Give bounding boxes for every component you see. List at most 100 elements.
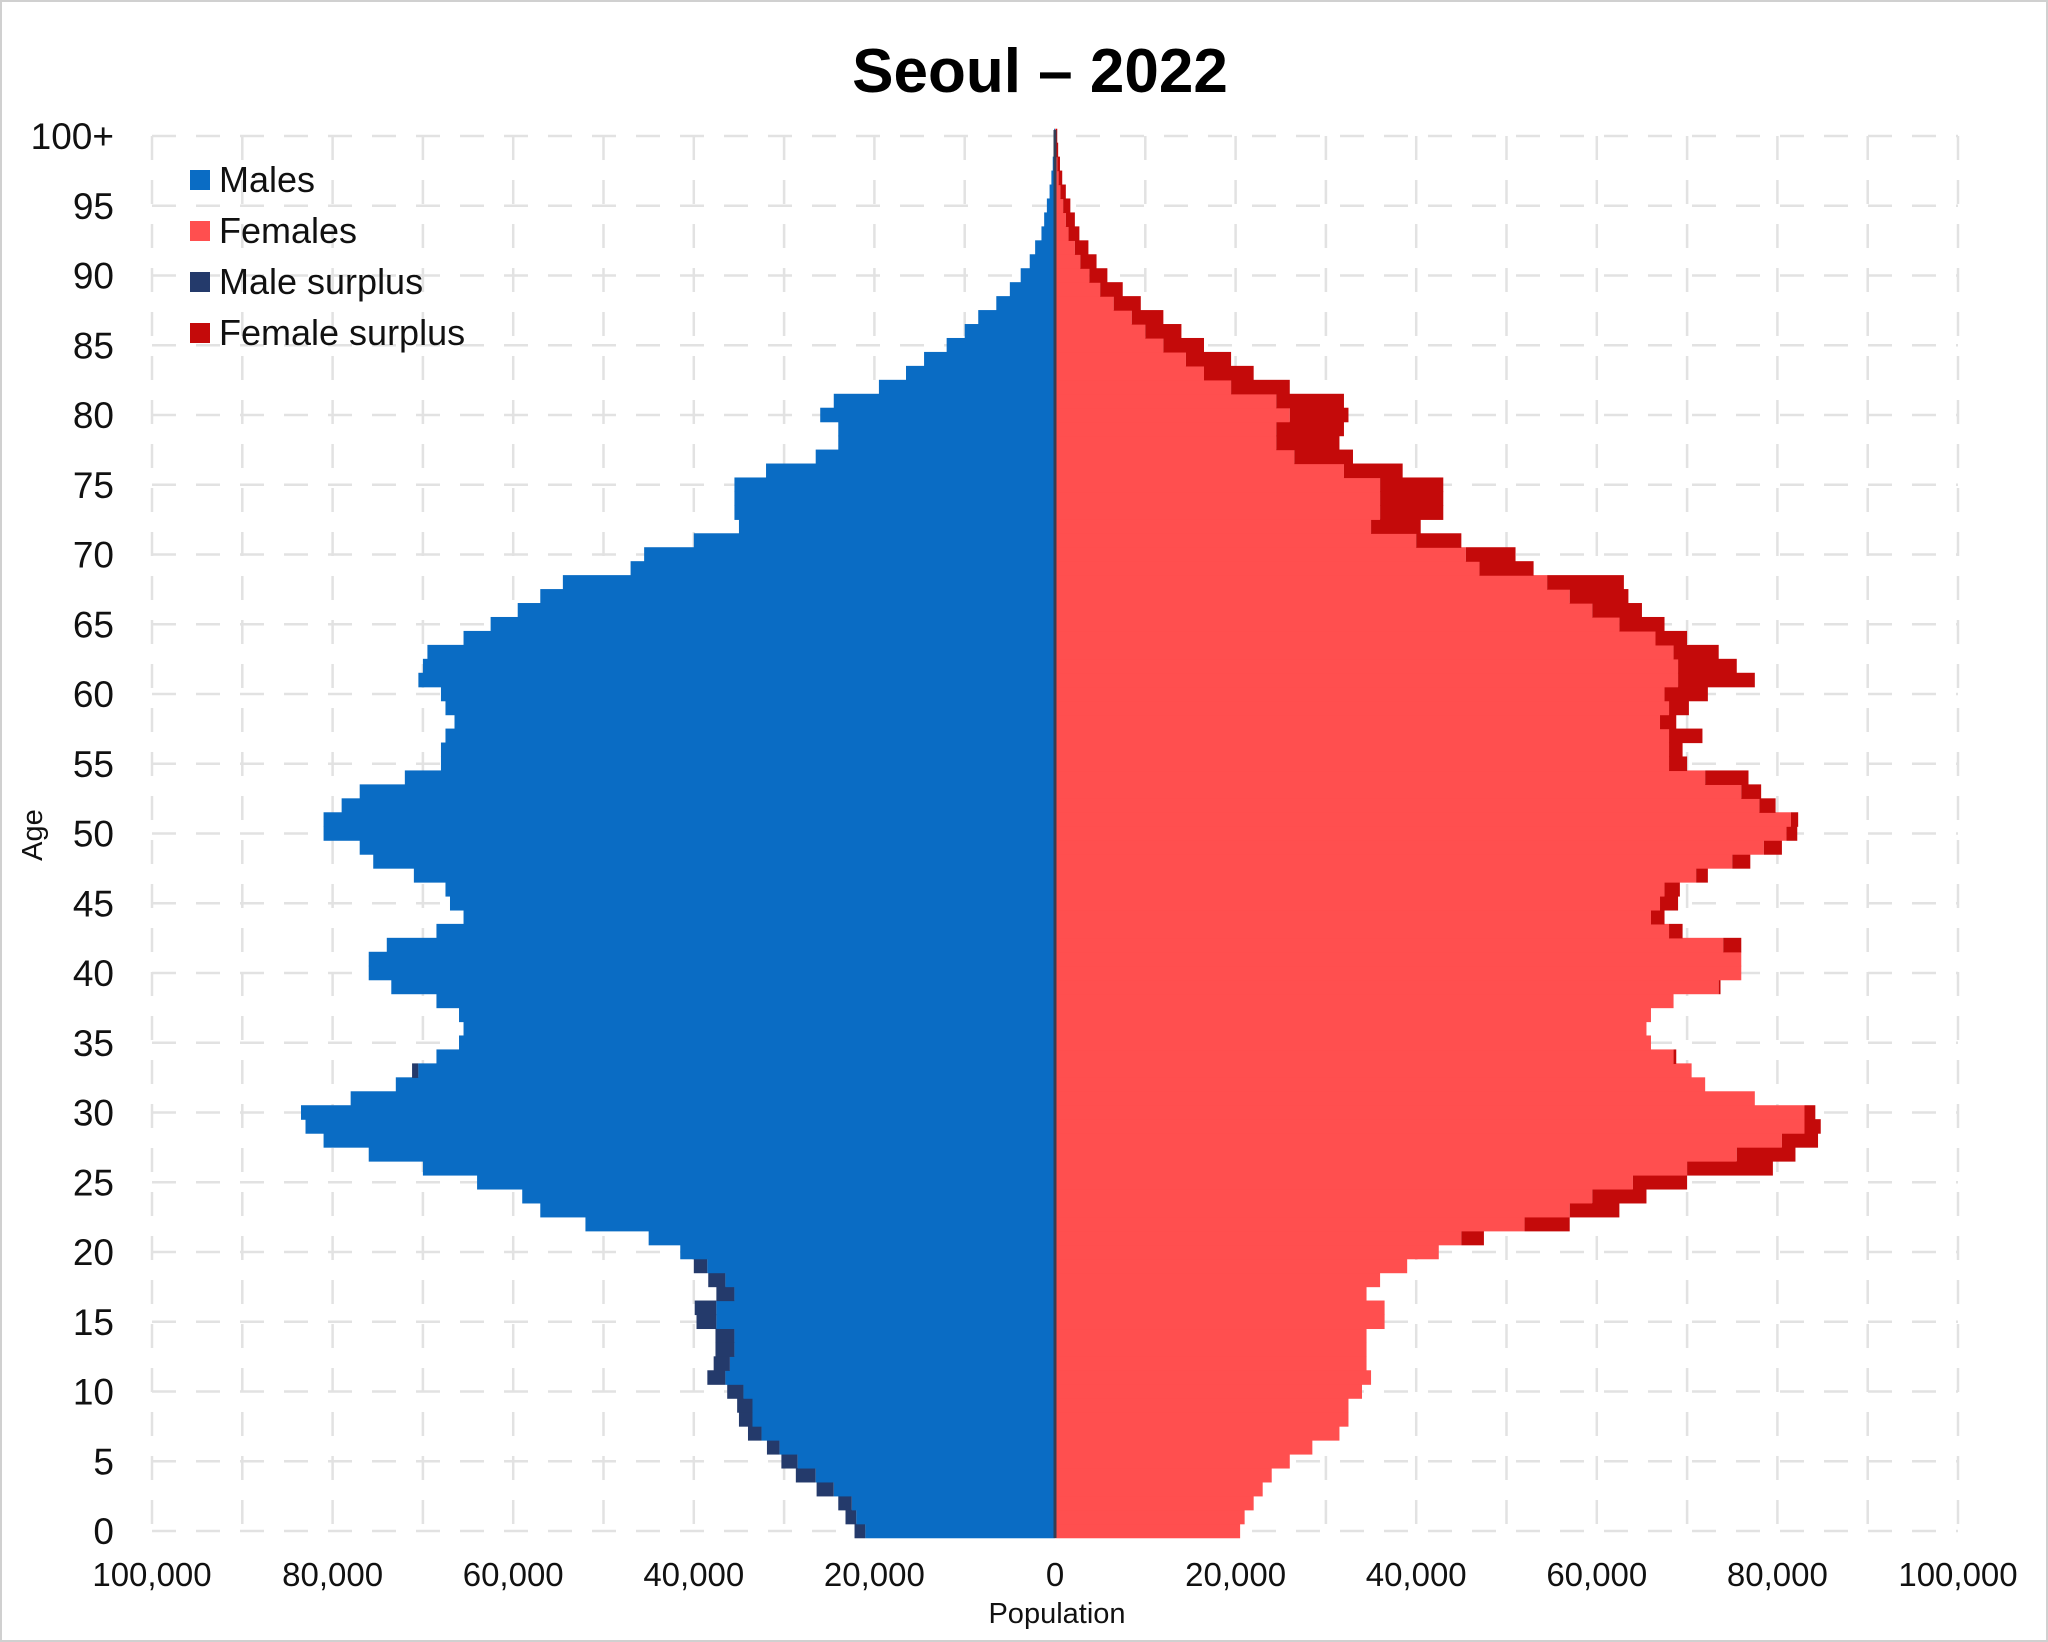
bar-female [1055,421,1277,437]
bar-male [707,1258,1055,1274]
bar-male [1041,226,1055,241]
bar-female [1055,1119,1805,1134]
bar-female [1055,1258,1408,1274]
bar-male [996,296,1055,311]
bar-female-surplus [1736,1147,1796,1162]
bar-male [1051,170,1055,186]
bar-male [368,965,1056,981]
y-tick-labels: 0 5 10 15 20 25 30 35 40 45 50 55 60 65 70 75 80 85 90 95 10… [31,116,114,1552]
bar-female [1055,491,1381,506]
bar-female [1055,756,1670,772]
bar-male [418,1063,1055,1078]
bar-male [729,1356,1055,1371]
bar-male [838,421,1055,437]
bar-male-surplus [696,1314,717,1330]
bar-female [1055,1453,1290,1469]
bar-female [1055,212,1066,227]
x-tick-label: 20,000 [824,1556,925,1593]
bar-male [436,993,1055,1009]
bar-female-surplus [1289,407,1349,423]
bar-male [752,1398,1055,1413]
bar-male [820,407,1055,423]
legend-item-females: Females [190,205,465,256]
bar-female [1055,282,1101,297]
bar-female-surplus [1294,449,1353,465]
bar-male [562,575,1055,590]
bar-male [1049,184,1055,200]
bar-male [779,1440,1055,1455]
bar-male [815,449,1055,465]
y-axis-label: Age [17,809,49,861]
y-tick-label: 50 [73,814,114,855]
bar-female [1055,742,1670,758]
x-tick-label: 60,000 [463,1556,564,1593]
bar-female-surplus [1790,812,1799,827]
bar-female-surplus [1057,156,1060,172]
y-tick-label: 45 [73,883,114,924]
legend: Males Females Male surplus Female surplu… [190,154,465,358]
bar-female [1055,714,1661,730]
bar-male [440,756,1056,772]
bar-female [1055,686,1665,702]
bar-male [752,1412,1055,1427]
bar-female [1055,1495,1254,1511]
bars [300,128,1821,1539]
bar-male [540,589,1055,604]
bar-female [1055,463,1344,479]
y-tick-label: 25 [73,1162,114,1203]
y-tick-label: 40 [73,953,114,994]
bar-male-surplus [707,1370,726,1385]
bar-female-surplus [1276,435,1340,451]
bar-male [350,1091,1055,1106]
bar-male-surplus [412,1063,419,1078]
bar-female-surplus [1089,268,1108,283]
bar-male [1046,198,1055,214]
bar-female [1055,310,1132,325]
bar-female [1055,1509,1245,1525]
bar-female-surplus [1619,616,1665,632]
bar-female [1055,268,1090,283]
bar-female [1055,1286,1367,1302]
bar-female-surplus [1592,1188,1647,1204]
bar-male [946,337,1055,353]
bar-female-surplus [1056,142,1059,158]
bar-male [440,686,1056,702]
bar-female-surplus [1547,575,1624,590]
bar-male [924,351,1055,367]
y-tick-label: 70 [73,535,114,576]
legend-swatch-males [190,169,210,190]
x-tick-label: 100,000 [92,1556,211,1593]
bar-female [1055,575,1548,590]
bar-female-surplus [1660,714,1677,730]
y-tick-label: 95 [73,186,114,227]
bar-female-surplus [1592,603,1642,618]
bar-female [1055,240,1075,255]
bar-female-surplus [1673,644,1719,660]
bar-male [422,658,1055,674]
bar-female-surplus [1696,868,1708,883]
bar-male-surplus [715,1342,735,1357]
bar-female [1055,393,1277,409]
bar-female-surplus [1705,770,1749,785]
bar-male [734,477,1055,493]
bar-female-surplus [1100,282,1123,297]
bar-female-surplus [1465,547,1516,562]
bar-female-surplus [1276,421,1344,437]
bar-female-surplus [1074,240,1089,255]
bar-female-surplus [1380,477,1444,493]
bar-male [490,616,1055,632]
x-tick-label: 40,000 [643,1556,744,1593]
bar-male [851,1495,1055,1511]
bar-male [734,1342,1055,1357]
bar-female-surplus [1371,519,1421,534]
legend-item-female-surplus: Female surplus [190,307,465,358]
bar-female [1055,1272,1381,1288]
bar-female [1055,1202,1570,1218]
bar-female [1055,672,1679,688]
bar-female-surplus [1804,1105,1816,1120]
bar-female [1055,1063,1692,1078]
bar-female [1055,965,1742,981]
bar-male [436,923,1055,939]
